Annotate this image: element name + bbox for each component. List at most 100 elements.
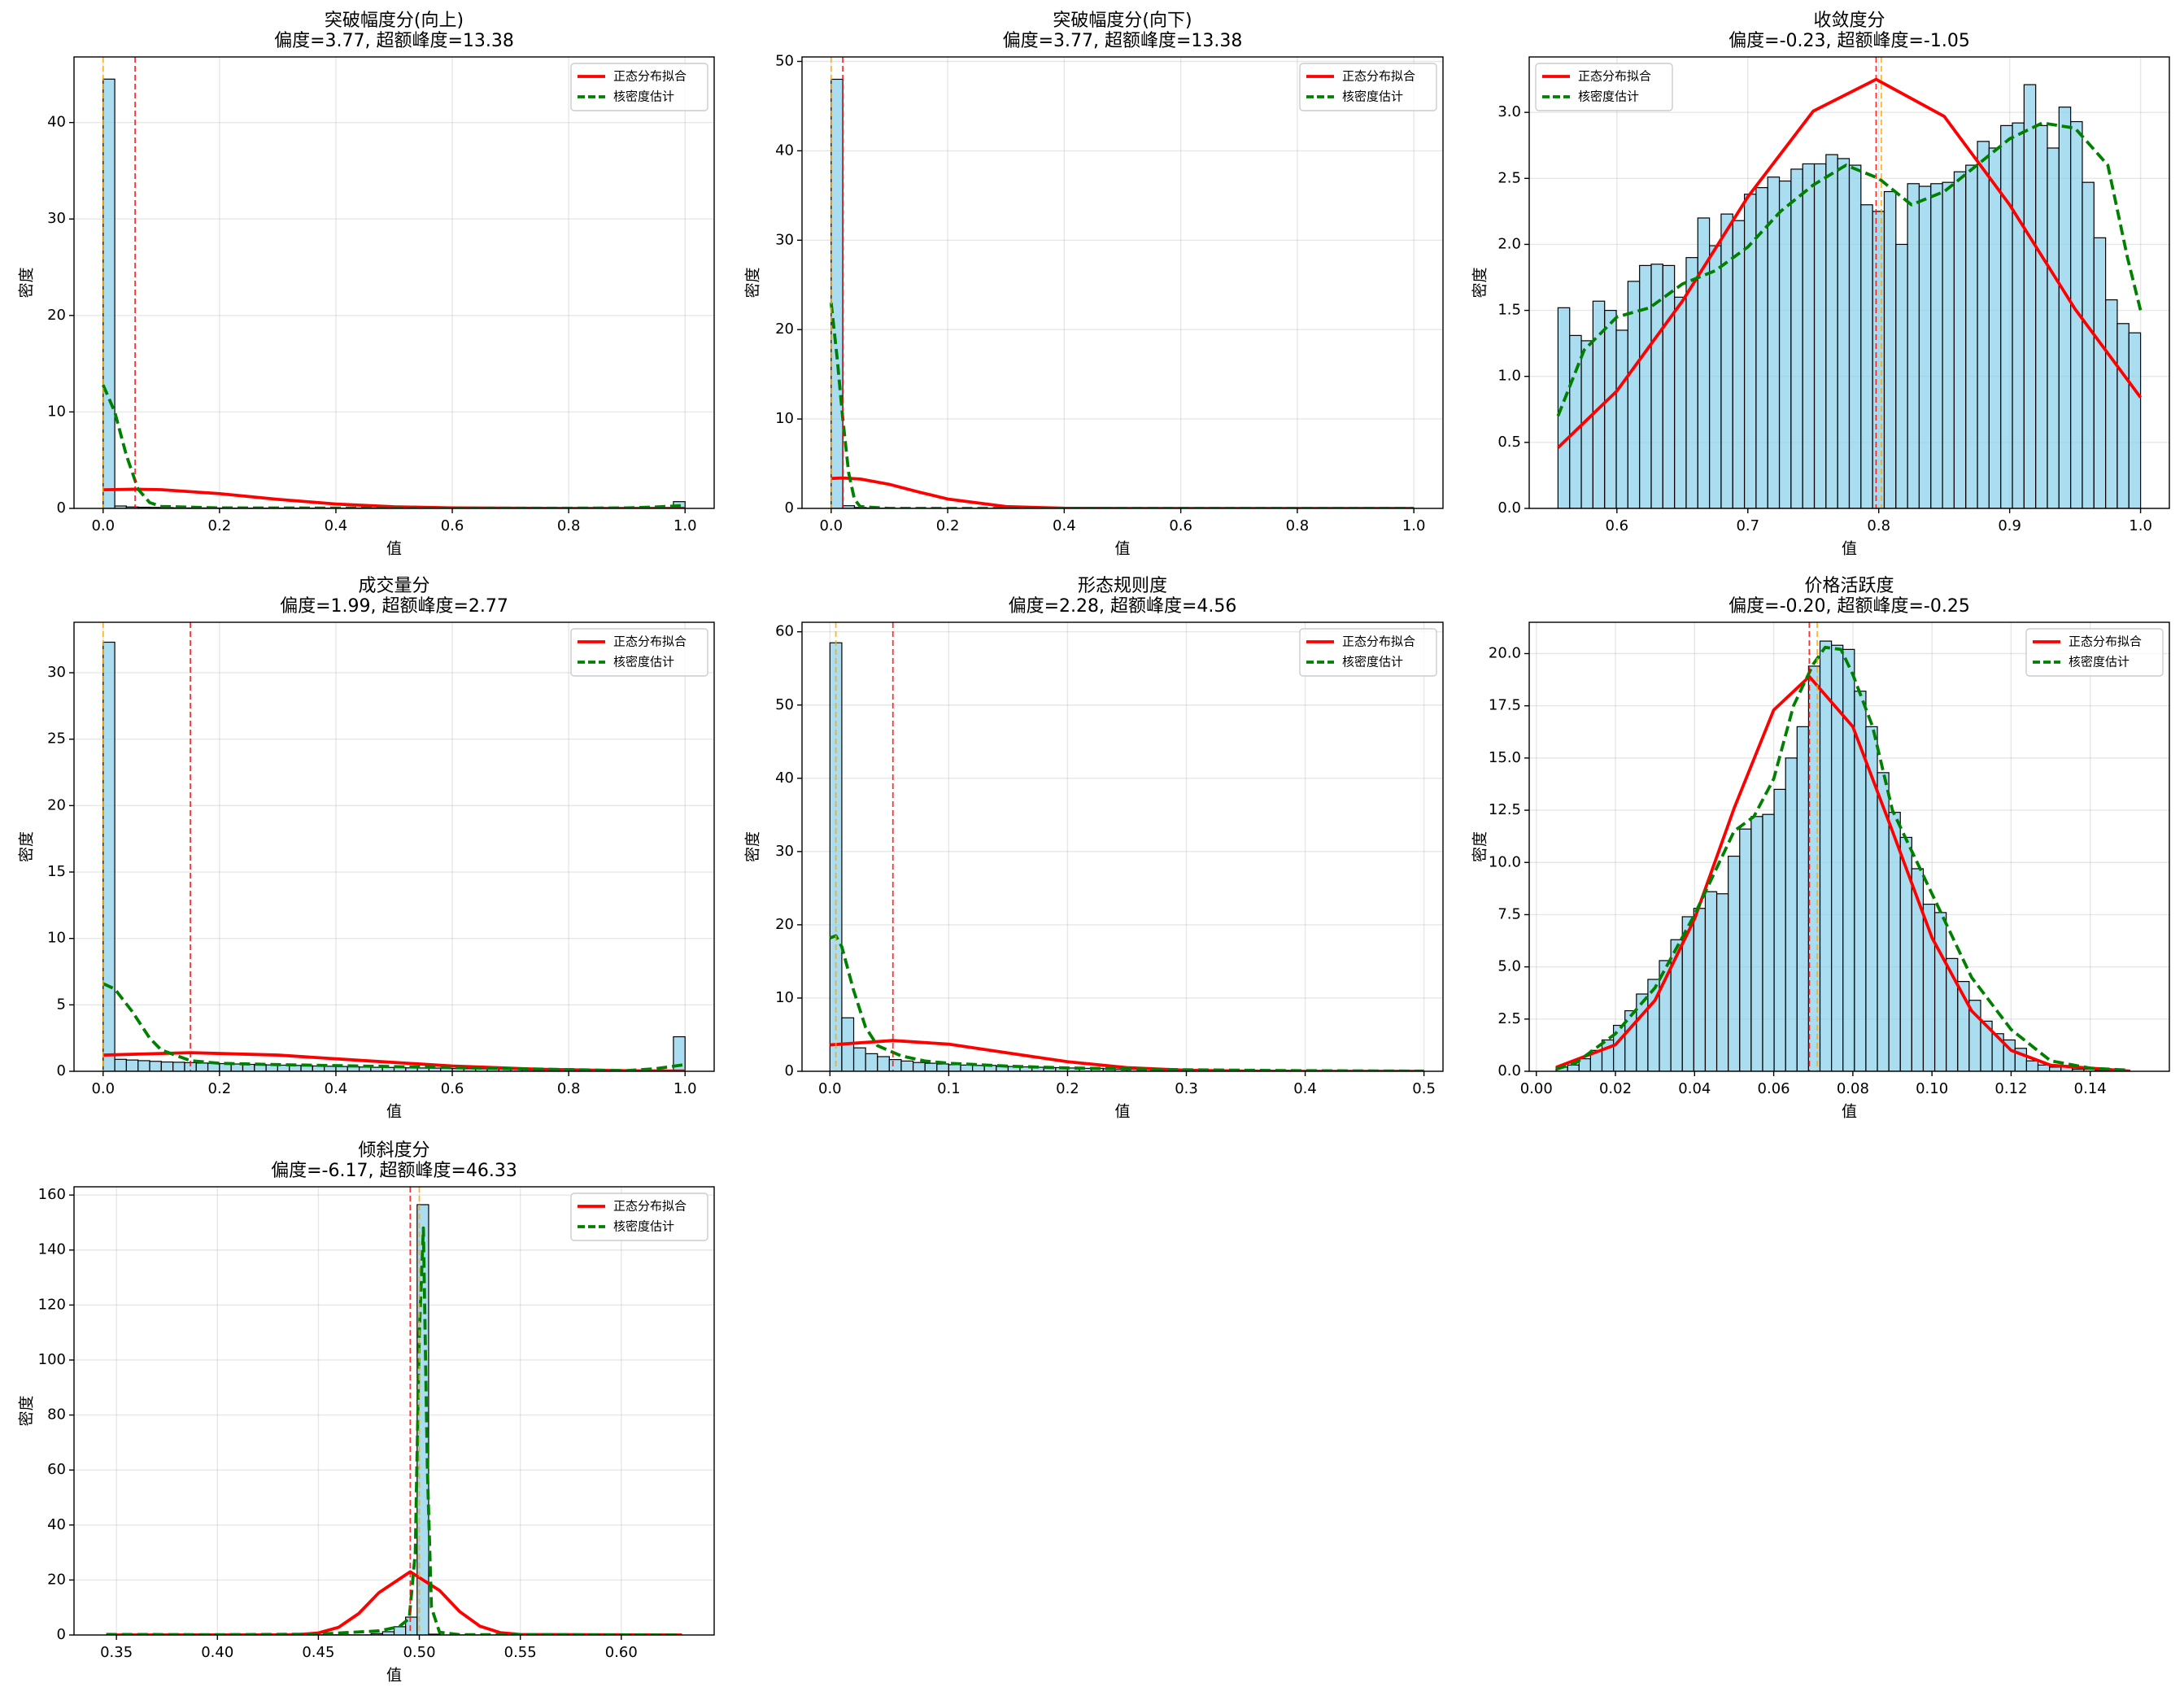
bar — [1674, 296, 1687, 508]
y-tick-label: 20 — [47, 796, 66, 813]
bar — [1604, 309, 1617, 508]
x-tick-label: 0.6 — [1169, 517, 1192, 534]
bar — [102, 78, 116, 508]
bar — [1670, 939, 1683, 1071]
x-tick-label: 0.35 — [100, 1644, 133, 1661]
y-tick-label: 10.0 — [1489, 853, 1521, 870]
x-tick-label: 0.0 — [819, 517, 843, 534]
y-tick-label: 0.0 — [1497, 1062, 1521, 1079]
bar — [1930, 183, 1943, 508]
x-tick-label: 1.0 — [1402, 517, 1426, 534]
y-tick-label: 20 — [47, 1571, 66, 1588]
x-axis-label: 值 — [1842, 540, 1857, 558]
lines — [1555, 645, 2130, 1071]
x-tick-label: 0.06 — [1758, 1080, 1790, 1097]
y-tick-label: 140 — [38, 1241, 66, 1258]
y-axis-label: 密度 — [18, 1395, 36, 1426]
bar — [1825, 154, 1838, 508]
x-tick-label: 0.3 — [1175, 1080, 1198, 1097]
bar — [936, 1063, 949, 1071]
y-tick-label: 2.0 — [1497, 235, 1521, 252]
y-axis-label: 密度 — [744, 831, 762, 862]
y-tick-label: 2.5 — [1497, 169, 1521, 186]
bar — [852, 1047, 866, 1071]
legend-label: 核密度估计 — [613, 1219, 674, 1234]
y-tick-label: 0.5 — [1497, 434, 1521, 451]
legend-label: 正态分布拟合 — [2068, 634, 2142, 649]
series-line — [829, 934, 1424, 1071]
x-tick-label: 0.0 — [818, 1080, 842, 1097]
bar — [830, 78, 844, 508]
x-tick-label: 0.60 — [605, 1644, 638, 1661]
legend-label: 核密度估计 — [613, 89, 674, 104]
x-tick-label: 0.0 — [91, 1080, 115, 1097]
y-tick-label: 10 — [47, 930, 66, 947]
axes-frame — [1528, 56, 2170, 509]
lines — [106, 1226, 682, 1635]
legend-label: 正态分布拟合 — [613, 634, 687, 649]
bar — [1807, 665, 1821, 1071]
y-tick-label: 0 — [785, 1062, 794, 1079]
y-tick-label: 40 — [775, 142, 794, 159]
bar — [1569, 334, 1582, 508]
y-tick-label: 30 — [775, 231, 794, 248]
x-tick-label: 0.4 — [1293, 1080, 1317, 1097]
bars — [1555, 640, 2130, 1071]
y-tick-label: 40 — [47, 1516, 66, 1533]
y-tick-label: 20.0 — [1489, 645, 1521, 662]
chart-title: 突破幅度分(向下) — [1053, 11, 1192, 31]
bar — [125, 1059, 139, 1071]
x-tick-label: 0.8 — [1867, 517, 1890, 534]
bar — [2047, 147, 2060, 508]
x-axis-label: 值 — [386, 1667, 402, 1685]
x-tick-label: 0.2 — [208, 517, 232, 534]
y-axis-label: 密度 — [18, 831, 36, 862]
chart-subtitle: 偏度=-6.17, 超额峰度=46.33 — [271, 1161, 517, 1181]
x-tick-label: 0.02 — [1599, 1080, 1632, 1097]
chart-title: 价格活跃度 — [1804, 576, 1894, 596]
x-axis-label: 值 — [386, 540, 402, 558]
series-line — [1557, 77, 2143, 449]
bar — [2035, 124, 2048, 508]
bar — [1977, 141, 1990, 508]
y-tick-label: 20 — [47, 307, 66, 324]
x-axis-label: 值 — [1114, 540, 1130, 558]
bar — [1578, 1057, 1591, 1071]
subplot: 0.0 0.2 0.4 0.6 0.8 1.0 0 10 20 30 40 50 突破幅度分(向下)偏度… — [744, 11, 1444, 558]
chart-title: 成交量分 — [358, 576, 429, 596]
x-tick-label: 0.4 — [1053, 517, 1076, 534]
bar — [888, 1058, 902, 1071]
x-tick-label: 0.4 — [325, 1080, 348, 1097]
bar — [393, 1626, 407, 1635]
bar — [1567, 1064, 1580, 1071]
bar — [2105, 299, 2118, 508]
x-tick-label: 0.6 — [441, 517, 464, 534]
bar — [149, 1061, 162, 1071]
bar — [1953, 171, 1967, 508]
x-axis-label: 值 — [386, 1103, 402, 1121]
legend-label: 正态分布拟合 — [613, 69, 687, 84]
bar — [1802, 163, 1816, 508]
y-tick-label: 1.5 — [1497, 302, 1521, 319]
bar — [2000, 124, 2013, 508]
bar — [1813, 163, 1827, 508]
y-tick-label: 5 — [57, 996, 66, 1013]
y-tick-label: 0.0 — [1497, 499, 1521, 517]
bar — [1842, 648, 1855, 1071]
axes-frame — [1528, 621, 2170, 1072]
bar — [1796, 726, 1810, 1071]
x-tick-label: 0.0 — [91, 517, 115, 534]
series-line — [1556, 121, 2143, 417]
bar — [2082, 181, 2095, 508]
y-tick-label: 50 — [775, 696, 794, 713]
x-tick-label: 0.00 — [1520, 1080, 1553, 1097]
y-tick-label: 10 — [775, 989, 794, 1006]
x-tick-label: 0.45 — [302, 1644, 334, 1661]
axes-frame — [801, 621, 1444, 1072]
y-axis-label: 密度 — [744, 267, 762, 298]
y-tick-label: 80 — [47, 1406, 66, 1424]
chart-subtitle: 偏度=3.77, 超额峰度=13.38 — [274, 31, 514, 51]
bar — [2049, 1066, 2062, 1071]
